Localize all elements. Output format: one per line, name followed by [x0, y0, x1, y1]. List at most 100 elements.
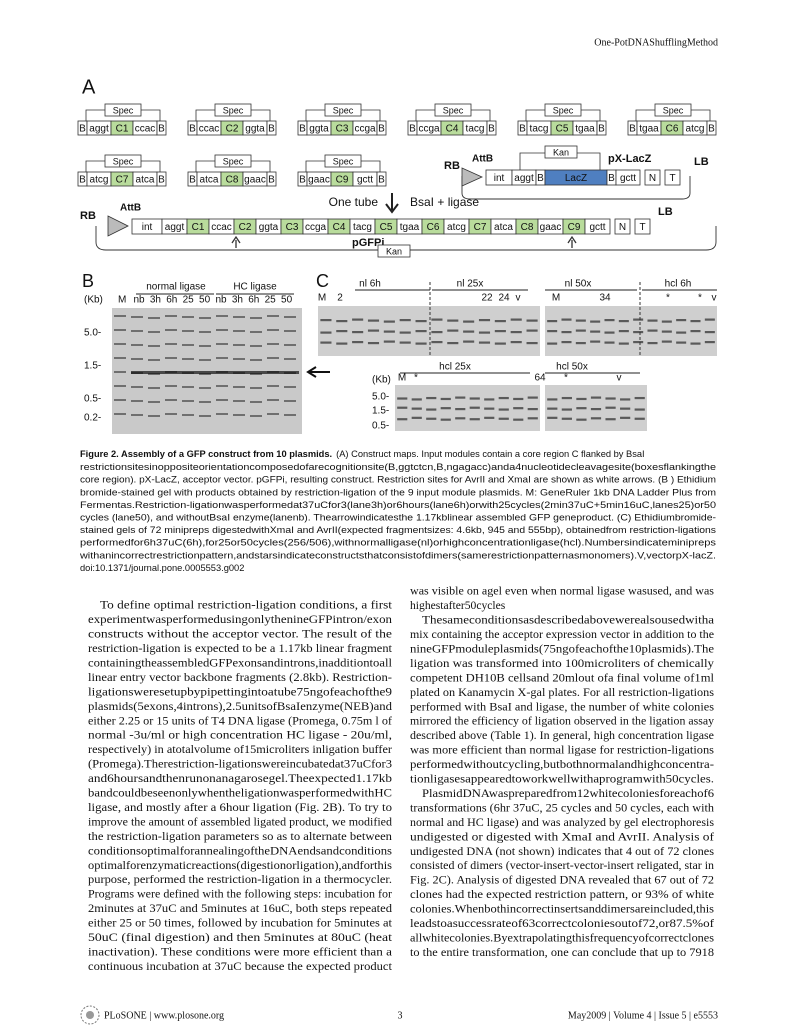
site: B: [79, 124, 86, 135]
gel-band: [440, 397, 451, 401]
marker: Kan: [386, 246, 402, 256]
gel-band: [634, 396, 645, 400]
gel-band: [431, 341, 443, 344]
gel-band: [690, 342, 701, 345]
gel-band: [411, 407, 422, 410]
terminator: T: [639, 222, 645, 233]
overhang-box: [615, 169, 641, 186]
core: C9: [336, 175, 349, 186]
gel-band: [216, 357, 228, 359]
gel-band: [148, 401, 160, 403]
body-line: restriction-ligation is expected to be a…: [88, 642, 393, 655]
gel-band: [216, 399, 228, 401]
gel-band: [447, 342, 459, 345]
overhang: ccga: [305, 222, 327, 233]
restriction-arrow: [231, 235, 241, 248]
gel-band: [484, 398, 495, 401]
body-line: purpose, performed the restriction-ligat…: [88, 873, 392, 886]
gel-band: [250, 359, 262, 361]
lane-mark: v: [712, 293, 717, 304]
body-line: PlasmidDNAwaspreparedfrom12whitecolonies…: [422, 787, 714, 800]
footer-journal: PLoSONE | www.plosone.org: [104, 1010, 224, 1021]
gel-band: [233, 358, 245, 360]
gel-band: [336, 330, 348, 333]
gel-title: hcl 25x: [439, 362, 471, 373]
gel-band: [498, 417, 509, 420]
gel-band: [131, 358, 143, 360]
overhang: gaac: [308, 175, 330, 186]
gel-band: [561, 331, 572, 334]
gel-band: [620, 398, 631, 401]
caption-title: Figure 2. Assembly of a GFP construct fr…: [80, 449, 332, 459]
body-line: the restriction-ligation parameters so a…: [88, 830, 392, 843]
gel-band: [426, 417, 437, 420]
site: B: [488, 124, 495, 135]
gel-band: [284, 344, 296, 346]
site: B: [537, 173, 544, 184]
gel-band: [513, 418, 524, 421]
gel-band: [367, 329, 380, 332]
gel-band: [383, 320, 395, 323]
body-line: and6hoursandthenrunonanagarosegel.Theexp…: [88, 772, 392, 785]
gel-band: [440, 418, 451, 421]
gel-band: [284, 386, 296, 388]
gel-band: [590, 320, 601, 323]
overhang: atca: [136, 175, 155, 186]
journal-logo: [80, 1005, 100, 1025]
overhang: aggt: [89, 124, 109, 135]
gel-band: [690, 320, 701, 323]
gel-band: [267, 315, 279, 317]
overhang: gctt: [357, 175, 373, 186]
site: B: [299, 124, 306, 135]
core: C1: [192, 222, 205, 233]
body-line: to the entire transformation, one can co…: [410, 946, 714, 959]
gel-band: [182, 316, 194, 318]
body-line: respectively) in atotalvolume of15microl…: [88, 743, 392, 756]
lane-mark: 22: [481, 293, 493, 304]
core: C8: [521, 222, 534, 233]
body-line: highestafter50cycles: [410, 599, 506, 612]
gel-band: [250, 331, 262, 333]
gel-band: [199, 331, 211, 333]
gel-band: [590, 408, 602, 411]
marker-box: [377, 244, 411, 258]
overhang: aggt: [514, 173, 534, 184]
gel-band: [233, 400, 245, 402]
gel-title: nl 25x: [457, 279, 484, 290]
size-label: 0.5-: [84, 394, 101, 405]
recomb-site: RB: [80, 210, 96, 222]
gel-band: [415, 342, 427, 345]
gel-title: hcl 50x: [556, 362, 588, 373]
body-line: ligation was transformed into 100microli…: [410, 657, 714, 670]
overhang: ccac: [135, 124, 156, 135]
body-line: performed with BsaI and ligase, the numb…: [410, 700, 715, 713]
overhang: ccac: [199, 124, 220, 135]
body-line: nineGFPmoduleplasmids(75ngofeachofthe10p…: [410, 642, 714, 655]
gel-band: [320, 341, 332, 344]
gel-band: [250, 345, 262, 347]
lane-label: 25: [183, 295, 195, 306]
gel-band: [455, 396, 466, 399]
terminator: N: [649, 173, 656, 184]
gel-band: [561, 408, 572, 411]
overhang: aggt: [165, 222, 185, 233]
gel-band: [547, 416, 558, 419]
overhang: ccac: [211, 222, 232, 233]
gel-band: [148, 359, 160, 361]
body-line: Fig. 2C). Analysis of digested DNA revea…: [410, 874, 714, 887]
gel-band: [148, 331, 160, 333]
core: C2: [226, 124, 239, 135]
gel-band: [575, 342, 586, 345]
gel-band: [267, 343, 279, 345]
gel-band: [233, 330, 245, 332]
marker-box: [214, 103, 252, 117]
acceptor-outline: [461, 176, 691, 200]
gel-band: [633, 318, 644, 321]
caption-line: bromide-stained gel with products obtain…: [80, 487, 716, 497]
gel-band: [165, 329, 177, 331]
gel-band: [426, 396, 437, 400]
gel-band: [182, 330, 194, 332]
gel-unit: (Kb): [372, 375, 391, 386]
overhang: tgaa: [639, 124, 659, 135]
lane-label: 3h: [150, 295, 161, 306]
